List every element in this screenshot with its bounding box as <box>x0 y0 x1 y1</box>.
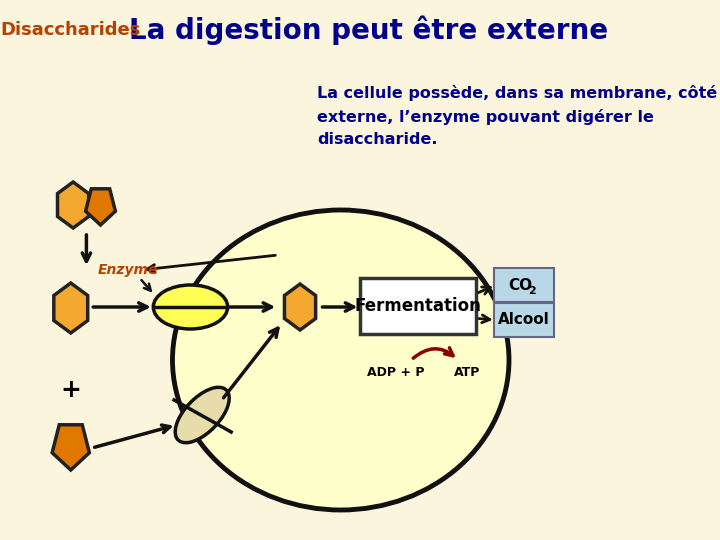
Text: 2: 2 <box>528 286 536 296</box>
Polygon shape <box>284 284 315 330</box>
Text: CO: CO <box>508 278 532 293</box>
Polygon shape <box>86 189 115 225</box>
Text: ADP + P: ADP + P <box>366 367 424 380</box>
Polygon shape <box>54 283 88 333</box>
FancyBboxPatch shape <box>494 268 554 302</box>
Polygon shape <box>52 425 89 470</box>
Text: +: + <box>60 378 81 402</box>
Text: ATP: ATP <box>454 367 481 380</box>
Polygon shape <box>58 182 89 228</box>
Ellipse shape <box>173 210 509 510</box>
Ellipse shape <box>153 285 228 329</box>
FancyBboxPatch shape <box>360 278 476 334</box>
FancyBboxPatch shape <box>494 303 554 337</box>
Ellipse shape <box>175 387 229 443</box>
Text: La cellule possède, dans sa membrane, côté
externe, l’enzyme pouvant digérer le
: La cellule possède, dans sa membrane, cô… <box>318 85 718 147</box>
Text: Disaccharides: Disaccharides <box>1 21 141 39</box>
Text: Alcool: Alcool <box>498 313 550 327</box>
Text: Enzyme: Enzyme <box>98 263 158 277</box>
Text: Fermentation: Fermentation <box>355 297 482 315</box>
Text: La digestion peut être externe: La digestion peut être externe <box>129 15 608 45</box>
